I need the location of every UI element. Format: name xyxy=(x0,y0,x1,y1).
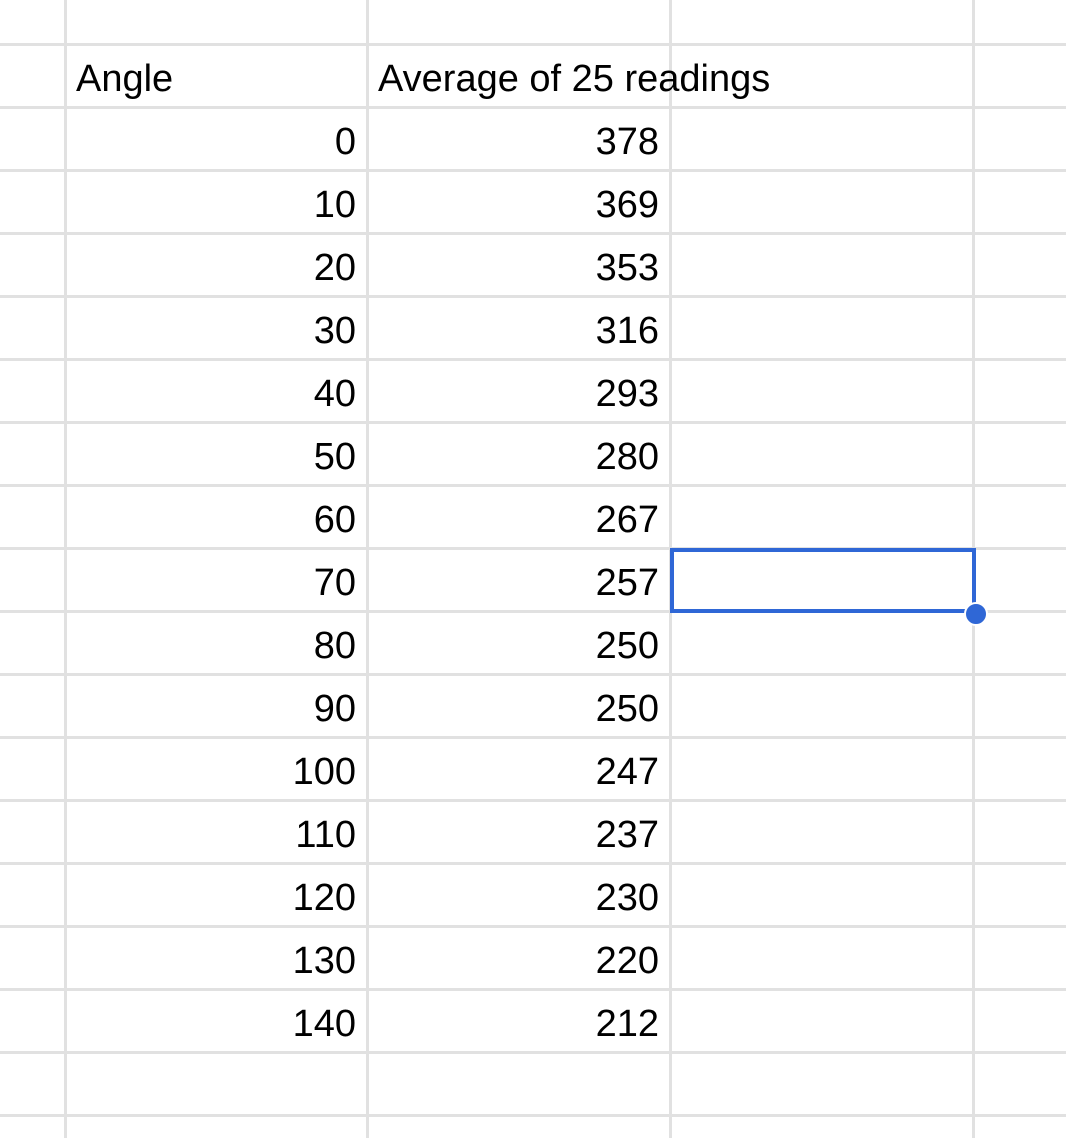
angle-cell[interactable]: 10 xyxy=(313,184,356,226)
header-cell-average[interactable]: Average of 25 readings xyxy=(378,58,771,100)
average-cell[interactable]: 316 xyxy=(595,310,659,352)
angle-cell[interactable]: 110 xyxy=(295,814,356,856)
average-cell[interactable]: 293 xyxy=(595,373,659,415)
angle-cell[interactable]: 50 xyxy=(313,436,356,478)
row-divider xyxy=(0,169,1066,172)
row-divider xyxy=(0,988,1066,991)
column-divider xyxy=(64,0,67,1138)
row-divider xyxy=(0,547,1066,550)
column-divider xyxy=(366,0,369,1138)
angle-cell[interactable]: 60 xyxy=(313,499,356,541)
angle-cell[interactable]: 130 xyxy=(292,940,356,982)
row-divider xyxy=(0,43,1066,46)
row-divider xyxy=(0,1051,1066,1054)
average-cell[interactable]: 250 xyxy=(595,688,659,730)
angle-cell[interactable]: 120 xyxy=(292,877,356,919)
row-divider xyxy=(0,862,1066,865)
average-cell[interactable]: 280 xyxy=(595,436,659,478)
row-divider xyxy=(0,736,1066,739)
average-cell[interactable]: 267 xyxy=(595,499,659,541)
row-divider xyxy=(0,421,1066,424)
average-cell[interactable]: 212 xyxy=(595,1003,659,1045)
average-cell[interactable]: 230 xyxy=(595,877,659,919)
average-cell[interactable]: 247 xyxy=(595,751,659,793)
average-cell[interactable]: 237 xyxy=(595,814,659,856)
row-divider xyxy=(0,484,1066,487)
row-divider xyxy=(0,1114,1066,1117)
row-divider xyxy=(0,106,1066,109)
header-cell-angle[interactable]: Angle xyxy=(76,58,174,100)
row-divider xyxy=(0,610,1066,613)
angle-cell[interactable]: 70 xyxy=(313,562,356,604)
row-divider xyxy=(0,358,1066,361)
average-cell[interactable]: 353 xyxy=(595,247,659,289)
average-cell[interactable]: 220 xyxy=(595,940,659,982)
average-cell[interactable]: 369 xyxy=(595,184,659,226)
average-cell[interactable]: 378 xyxy=(595,121,659,163)
average-cell[interactable]: 250 xyxy=(595,625,659,667)
row-divider xyxy=(0,232,1066,235)
angle-cell[interactable]: 30 xyxy=(313,310,356,352)
row-divider xyxy=(0,295,1066,298)
active-cell-selection[interactable] xyxy=(670,548,976,613)
row-divider xyxy=(0,925,1066,928)
angle-cell[interactable]: 40 xyxy=(313,373,356,415)
row-divider xyxy=(0,799,1066,802)
angle-cell[interactable]: 90 xyxy=(313,688,356,730)
angle-cell[interactable]: 100 xyxy=(292,751,356,793)
angle-cell[interactable]: 80 xyxy=(313,625,356,667)
angle-cell[interactable]: 20 xyxy=(313,247,356,289)
average-cell[interactable]: 257 xyxy=(595,562,659,604)
angle-cell[interactable]: 140 xyxy=(292,1003,356,1045)
fill-handle[interactable] xyxy=(964,602,988,626)
row-divider xyxy=(0,673,1066,676)
angle-cell[interactable]: 0 xyxy=(334,121,356,163)
